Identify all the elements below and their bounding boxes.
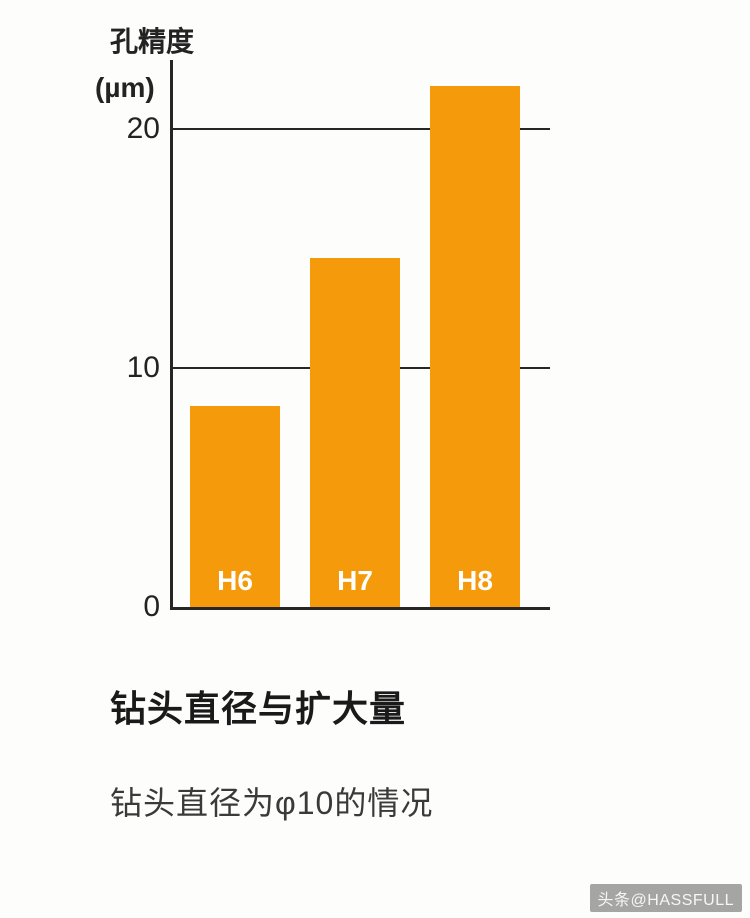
y-tick-label: 10 (127, 351, 160, 385)
bar: H7 (310, 258, 400, 607)
bar: H8 (430, 86, 520, 607)
page-root: 孔精度 (µm) 0 10 20 H6 H7 H8 钻头直径与扩大量 钻头直径为φ10的情… (0, 0, 750, 918)
bar-fill (310, 258, 400, 607)
bar-label: H6 (190, 565, 280, 597)
y-axis-title: 孔精度 (110, 20, 194, 60)
chart: 孔精度 (µm) 01020H6H7H8 (170, 60, 550, 610)
bar: H6 (190, 406, 280, 607)
caption-subtitle: 钻头直径为φ10的情况 (110, 778, 433, 824)
bar-label: H7 (310, 565, 400, 597)
plot-area: 01020H6H7H8 (170, 60, 550, 610)
bar-label: H8 (430, 565, 520, 597)
y-tick-label: 0 (143, 590, 160, 624)
bar-fill (430, 86, 520, 607)
caption-title: 钻头直径与扩大量 (110, 680, 406, 732)
y-axis-unit: (µm) (95, 72, 155, 104)
y-tick-label: 20 (127, 112, 160, 146)
watermark: 头条@HASSFULL (590, 884, 742, 912)
